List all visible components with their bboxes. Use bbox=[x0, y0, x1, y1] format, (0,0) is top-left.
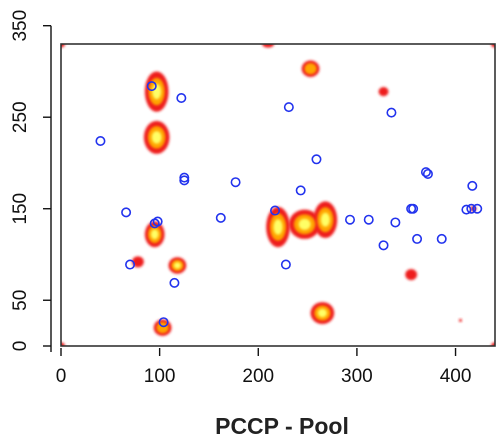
scatter-point bbox=[95, 136, 106, 147]
y-tick-label: 0 bbox=[10, 341, 31, 352]
density-blob bbox=[491, 44, 495, 48]
scatter-point bbox=[121, 207, 132, 218]
scatter-point bbox=[179, 172, 190, 183]
x-tick-label: 200 bbox=[242, 366, 274, 387]
scatter-point bbox=[412, 233, 423, 244]
scatter-point bbox=[436, 233, 447, 244]
scatter-point bbox=[408, 203, 419, 214]
x-tick-label: 100 bbox=[144, 366, 176, 387]
density-blob bbox=[317, 308, 327, 318]
y-tick-label: 250 bbox=[10, 101, 31, 133]
x-tick-label: 400 bbox=[440, 366, 472, 387]
scatter-point bbox=[363, 214, 374, 225]
scatter-point bbox=[146, 81, 157, 92]
scatter-point bbox=[467, 180, 478, 191]
x-axis-title: PCCP - Pool bbox=[215, 413, 349, 439]
scatter-point bbox=[230, 177, 241, 188]
density-blob bbox=[298, 218, 311, 230]
scatter-point bbox=[345, 214, 356, 225]
scatter-point bbox=[179, 175, 190, 186]
density-blob bbox=[458, 318, 462, 322]
scatter-point bbox=[390, 217, 401, 228]
points-layer bbox=[95, 81, 483, 328]
scatter-point bbox=[169, 277, 180, 288]
scatter-point bbox=[472, 203, 483, 214]
plot-frame bbox=[60, 43, 496, 347]
density-blob bbox=[320, 212, 330, 227]
y-tick-label: 350 bbox=[10, 10, 31, 42]
density-blob bbox=[491, 342, 495, 346]
density-blob bbox=[61, 342, 65, 346]
scatter-point bbox=[215, 212, 226, 223]
scatter-point bbox=[420, 167, 431, 178]
scatter-point bbox=[422, 168, 433, 179]
scatter-point bbox=[461, 204, 472, 215]
scatter-point bbox=[280, 259, 291, 270]
scatter-point bbox=[311, 154, 322, 165]
x-tick-label: 300 bbox=[341, 366, 373, 387]
scatter-point bbox=[176, 92, 187, 103]
density-blob bbox=[150, 229, 159, 240]
y-tick-label: 50 bbox=[10, 290, 31, 311]
density-blob bbox=[151, 131, 162, 144]
y-tick-label: 150 bbox=[10, 193, 31, 225]
scatter-point bbox=[466, 203, 477, 214]
scatter-point bbox=[295, 185, 306, 196]
scatter-point bbox=[270, 205, 281, 216]
scatter-point bbox=[152, 216, 163, 227]
density-blob bbox=[174, 262, 181, 269]
x-tick-label: 0 bbox=[56, 366, 67, 387]
density-blob bbox=[262, 44, 275, 48]
density-blob bbox=[273, 219, 283, 235]
axes: 0 100 200 300 400 0 50 150 250 350 bbox=[10, 10, 471, 387]
density-blob bbox=[304, 63, 317, 75]
scatter-point bbox=[158, 317, 169, 328]
density-blob bbox=[405, 269, 418, 281]
scatter-point bbox=[125, 259, 136, 270]
scatter-point bbox=[378, 240, 389, 251]
density-blob bbox=[61, 44, 65, 48]
density-blob bbox=[378, 87, 389, 97]
scatter-point bbox=[386, 107, 397, 118]
density-blob bbox=[152, 83, 162, 100]
scatter-point bbox=[283, 102, 294, 113]
